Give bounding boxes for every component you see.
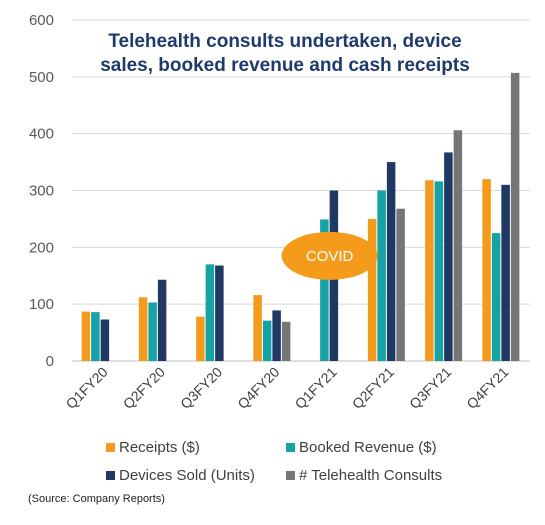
annotation-label: COVID (306, 248, 354, 265)
bar (205, 264, 215, 361)
x-tick-label: Q2FY21 (349, 364, 397, 412)
legend-label: Receipts ($) (119, 439, 200, 456)
bar (215, 265, 224, 361)
legend-swatch (286, 471, 295, 480)
chart-title-line: Telehealth consults undertaken, device (108, 31, 461, 52)
x-tick-label: Q2FY20 (120, 364, 168, 412)
y-tick-label: 600 (29, 12, 54, 29)
legend-label: Booked Revenue ($) (299, 439, 437, 456)
legend-swatch (106, 443, 115, 452)
legend-label: # Telehealth Consults (299, 467, 442, 484)
bar (510, 72, 520, 361)
bar (453, 130, 463, 361)
annotations: COVID (281, 231, 378, 280)
y-tick-label: 500 (29, 69, 54, 86)
y-tick-label: 400 (29, 126, 54, 143)
bar (157, 279, 167, 361)
x-tick-label: Q3FY21 (406, 364, 454, 412)
bar (386, 162, 396, 361)
bar (501, 184, 510, 361)
bar (396, 208, 405, 361)
x-tick-label: Q4FY20 (234, 364, 282, 412)
bar (262, 320, 272, 361)
x-tick-label: Q4FY21 (463, 364, 511, 412)
y-tick-label: 200 (29, 239, 54, 256)
chart-title: Telehealth consults undertaken, device sa… (100, 31, 470, 76)
bar (482, 179, 491, 361)
source-note: (Source: Company Reports) (28, 493, 165, 505)
legend-swatch (106, 471, 115, 480)
bar (377, 190, 386, 361)
bar (425, 180, 434, 361)
legend: Receipts ($) Booked Revenue ($) Devices So… (106, 439, 442, 484)
y-tick-label: 100 (29, 296, 54, 313)
x-tick-label: Q1FY20 (63, 364, 111, 412)
y-axis: 0 100 200 300 400 500 600 (29, 12, 54, 370)
bar (91, 312, 100, 361)
y-tick-label: 0 (46, 353, 54, 370)
bar (100, 319, 110, 361)
bar (148, 302, 157, 361)
bar (138, 297, 148, 361)
bar (196, 316, 205, 361)
x-tick-label: Q3FY20 (177, 364, 225, 412)
bar (281, 321, 291, 361)
chart-title-line: sales, booked revenue and cash receipts (100, 55, 470, 76)
x-axis: Q1FY20 Q2FY20 Q3FY20 Q4FY20 Q1FY21 Q2FY21 Q3FY… (63, 364, 512, 412)
bar (253, 295, 262, 361)
legend-label: Devices Sold (Units) (119, 467, 255, 484)
bar (81, 311, 91, 361)
bar (444, 152, 453, 361)
annotation-bubble (281, 231, 378, 280)
bar (272, 310, 281, 361)
bar (367, 218, 377, 361)
x-tick-label: Q1FY21 (292, 364, 340, 412)
bar (434, 181, 444, 361)
legend-swatch (286, 443, 295, 452)
y-tick-label: 300 (29, 183, 54, 200)
bars (81, 72, 520, 361)
bar (491, 233, 501, 361)
bar (320, 219, 329, 361)
